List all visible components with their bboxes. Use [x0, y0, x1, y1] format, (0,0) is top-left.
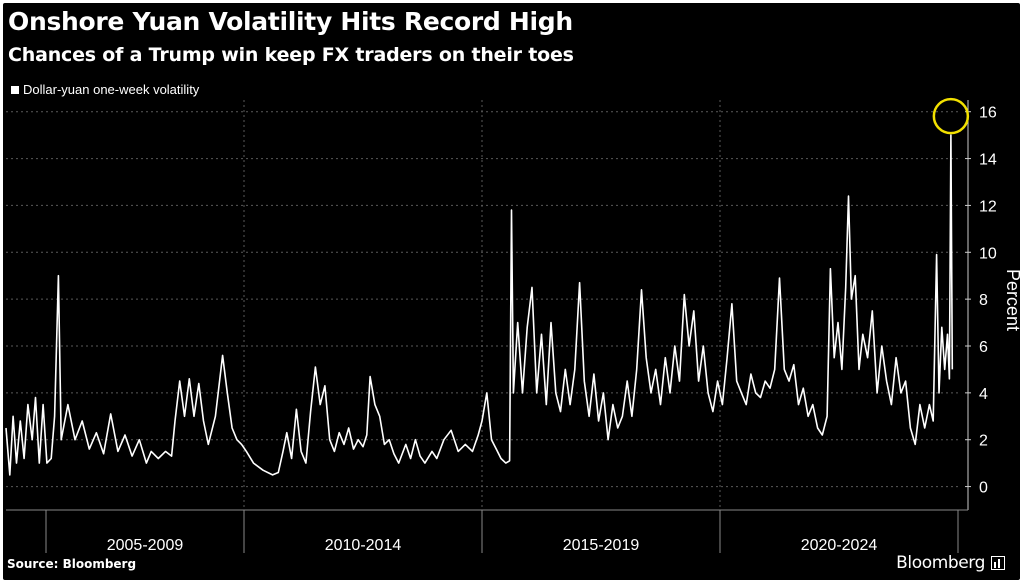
series-line [5, 134, 954, 476]
x-period-label: 2010-2014 [325, 537, 402, 554]
y-axis-label: Percent [1003, 269, 1023, 331]
chart-subtitle: Chances of a Trump win keep FX traders o… [8, 44, 574, 66]
source-note: Source: Bloomberg [7, 557, 137, 571]
y-tick-label: 8 [979, 292, 988, 309]
x-period-label: 2015-2019 [563, 537, 640, 554]
y-tick-label: 0 [979, 480, 988, 497]
brand-name: Bloomberg [896, 553, 985, 573]
legend-label: Dollar-yuan one-week volatility [23, 82, 200, 97]
x-period-label: 2020-2024 [801, 537, 878, 554]
record-high-marker [932, 97, 970, 135]
y-tick-label: 6 [979, 339, 988, 356]
brand-logo: Bloomberg [896, 553, 1005, 573]
legend: Dollar-yuan one-week volatility [11, 82, 199, 97]
y-tick-label: 10 [979, 245, 997, 262]
x-period-label: 2005-2009 [107, 537, 184, 554]
y-tick-label: 4 [979, 386, 988, 403]
bar-chart-icon [991, 556, 1005, 570]
y-tick-label: 2 [979, 433, 988, 450]
y-tick-label: 14 [979, 152, 997, 169]
y-tick-label: 12 [979, 198, 997, 215]
chart-title: Onshore Yuan Volatility Hits Record High [8, 7, 573, 36]
legend-swatch [11, 85, 19, 94]
y-tick-label: 16 [979, 105, 997, 122]
